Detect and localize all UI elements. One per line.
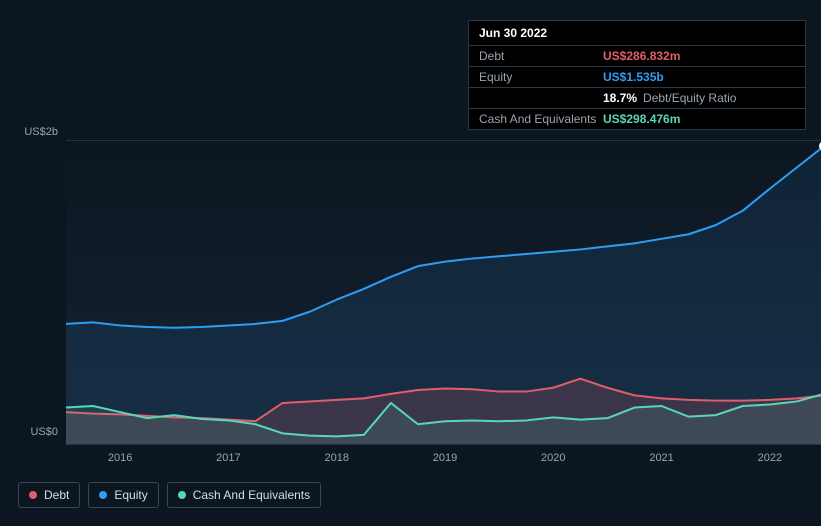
x-axis-label: 2018 [324,452,348,464]
plot-svg [66,140,821,444]
y-axis-label-min: US$0 [18,426,58,438]
legend-swatch [99,491,107,499]
tooltip-row-value: US$1.535b [603,70,664,84]
x-axis-label: 2020 [541,452,565,464]
legend-label: Cash And Equivalents [193,488,310,502]
tooltip-row-label: Cash And Equivalents [479,112,603,126]
legend-item-debt[interactable]: Debt [18,482,80,508]
tooltip-row-suffix: Debt/Equity Ratio [643,91,736,105]
legend-swatch [178,491,186,499]
legend: Debt Equity Cash And Equivalents [18,482,321,508]
tooltip-row-label: Debt [479,49,603,63]
tooltip-row-value: US$298.476m [603,112,680,126]
x-axis-label: 2016 [108,452,132,464]
gridline-bottom [66,444,821,445]
tooltip-row-label: Equity [479,70,603,84]
tooltip-row-value: 18.7% [603,91,637,105]
legend-item-cash[interactable]: Cash And Equivalents [167,482,321,508]
tooltip-row: DebtUS$286.832m [469,46,805,67]
x-axis-label: 2017 [216,452,240,464]
legend-swatch [29,491,37,499]
tooltip: Jun 30 2022 DebtUS$286.832mEquityUS$1.53… [468,20,806,130]
x-axis-label: 2022 [758,452,782,464]
tooltip-row-value: US$286.832m [603,49,680,63]
tooltip-row: 18.7% Debt/Equity Ratio [469,88,805,109]
x-axis-label: 2021 [649,452,673,464]
legend-item-equity[interactable]: Equity [88,482,158,508]
x-axis-label: 2019 [433,452,457,464]
legend-label: Equity [114,488,147,502]
tooltip-header: Jun 30 2022 [469,21,805,46]
tooltip-row: Cash And EquivalentsUS$298.476m [469,109,805,129]
legend-label: Debt [44,488,69,502]
y-axis-label-max: US$2b [18,126,58,138]
plot-area[interactable] [66,140,821,444]
tooltip-row: EquityUS$1.535b [469,67,805,88]
